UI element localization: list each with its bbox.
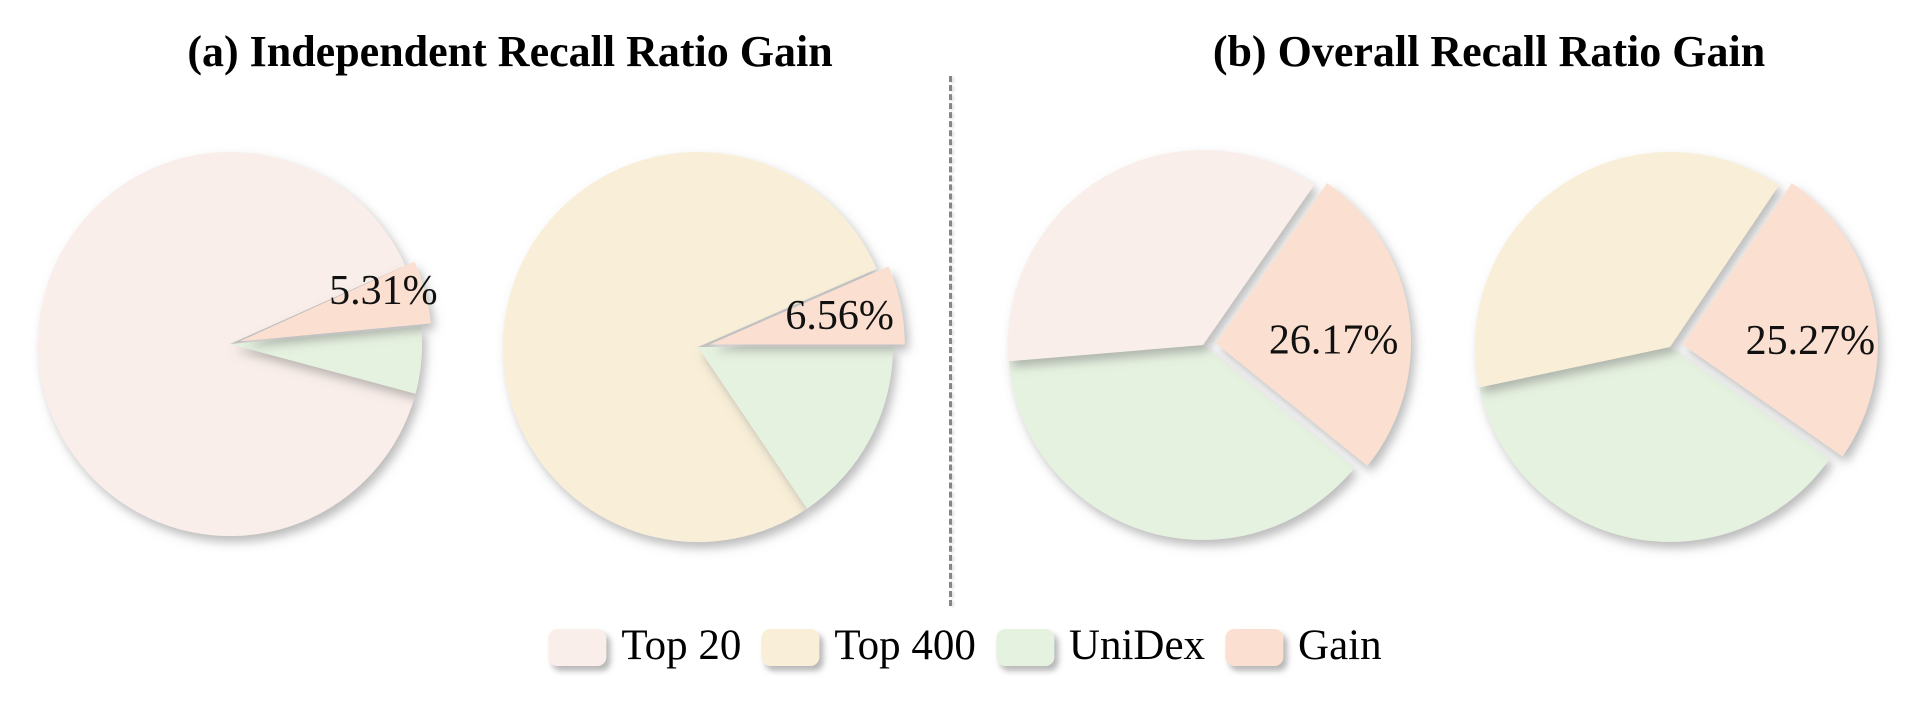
pie-slice-top-20 bbox=[1008, 150, 1315, 362]
legend-swatch-unidex-icon bbox=[995, 629, 1054, 666]
legend-swatch-top20-icon bbox=[548, 629, 607, 666]
legend-item-unidex: UniDex bbox=[995, 622, 1206, 671]
section-b-title: (b) Overall Recall Ratio Gain bbox=[1212, 27, 1766, 76]
pie-slice-gain bbox=[1215, 183, 1411, 466]
legend-label-unidex: UniDex bbox=[1068, 622, 1206, 669]
pie-slice-gain bbox=[1682, 183, 1878, 457]
legend-swatch-gain-icon bbox=[1225, 629, 1284, 666]
legend: Top 20 Top 400 UniDex Gain bbox=[548, 622, 1382, 671]
pie-slice-top-20 bbox=[38, 152, 416, 537]
gain-percentage-label: 26.17% bbox=[1269, 318, 1399, 364]
gain-percentage-label: 5.31% bbox=[329, 268, 438, 314]
legend-label-top20: Top 20 bbox=[621, 622, 742, 669]
legend-item-top400: Top 400 bbox=[761, 624, 976, 671]
legend-label-top400: Top 400 bbox=[834, 622, 976, 669]
legend-label-gain: Gain bbox=[1298, 622, 1382, 669]
pie-slice-top-400 bbox=[1475, 152, 1779, 388]
legend-item-gain: Gain bbox=[1225, 624, 1382, 671]
pie-slice-unidex bbox=[230, 326, 423, 394]
pie-slice-gain bbox=[709, 266, 905, 345]
pie-slice-unidex bbox=[1479, 347, 1830, 542]
section-a-title: (a) Independent Recall Ratio Gain bbox=[187, 27, 833, 76]
pie-slice-unidex bbox=[698, 347, 893, 509]
gain-percentage-label: 25.27% bbox=[1746, 318, 1876, 364]
pie-slice-gain bbox=[239, 261, 431, 342]
pie-slice-top-400 bbox=[503, 151, 877, 542]
legend-swatch-top400-icon bbox=[761, 629, 820, 666]
pie-slice-unidex bbox=[1008, 345, 1355, 540]
gain-percentage-label: 6.56% bbox=[785, 293, 894, 339]
legend-item-top20: Top 20 bbox=[548, 624, 741, 671]
section-divider-dashed-line bbox=[949, 76, 952, 606]
pie-a2: 6.56% bbox=[503, 151, 905, 542]
pie-b2: 25.27% bbox=[1475, 152, 1878, 542]
pie-a1: 5.31% bbox=[38, 152, 438, 537]
pie-b1: 26.17% bbox=[1008, 150, 1411, 540]
